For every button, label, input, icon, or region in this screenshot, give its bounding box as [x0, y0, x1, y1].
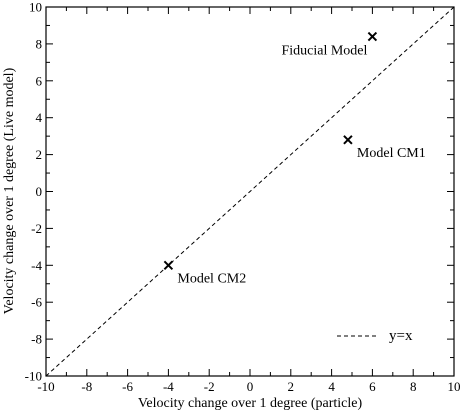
marker-stroke [343, 135, 353, 145]
y-tick-label: 4 [36, 110, 43, 125]
x-tick-label: 2 [288, 379, 295, 394]
x-tick-label: -2 [204, 379, 215, 394]
point-marker-x [367, 31, 378, 42]
reference-line-y-equals-x [45, 6, 455, 377]
legend: y=x [337, 328, 413, 344]
y-tick-label: -2 [31, 221, 42, 236]
point-marker-x [343, 135, 353, 145]
x-tick-label: -8 [81, 379, 92, 394]
x-tick-label: 10 [448, 379, 461, 394]
y-tick-label: 0 [36, 184, 43, 199]
x-tick-label: 8 [410, 379, 417, 394]
point-label: Fiducial Model [281, 44, 367, 59]
point-labels: Fiducial Model Model CM1 Model CM2 [177, 44, 425, 287]
tick-labels: -10 -8 -6 -4 -2 0 2 4 6 8 10 -10 -8 -6 -4 -2 0 2 4 6 8 10 [25, 0, 461, 394]
y-tick-label: 6 [36, 73, 43, 88]
x-tick-label: -6 [122, 379, 133, 394]
reference-line-group [45, 6, 455, 377]
marker-stroke [163, 260, 174, 271]
marker-stroke [367, 31, 378, 42]
y-tick-label: -10 [25, 369, 42, 384]
x-tick-label: 6 [369, 379, 376, 394]
legend-label: y=x [389, 328, 413, 344]
point-label: Model CM2 [177, 271, 246, 286]
y-tick-label: -4 [31, 258, 42, 273]
x-axis-label: Velocity change over 1 degree (particle) [138, 396, 363, 411]
y-tick-label: 2 [36, 147, 43, 162]
y-tick-label: 10 [29, 0, 42, 15]
x-tick-label: -4 [163, 379, 174, 394]
x-tick-label: -10 [37, 379, 54, 394]
axis-ticks [45, 6, 455, 377]
y-tick-label: -8 [31, 332, 42, 347]
y-tick-label: 8 [36, 36, 43, 51]
data-points [163, 31, 378, 271]
y-axis-label: Velocity change over 1 degree (Live mode… [2, 67, 17, 314]
point-marker-x [163, 260, 174, 271]
x-tick-label: 0 [247, 379, 254, 394]
y-tick-label: -6 [31, 295, 42, 310]
point-label: Model CM1 [357, 146, 426, 161]
x-tick-label: 4 [328, 379, 335, 394]
